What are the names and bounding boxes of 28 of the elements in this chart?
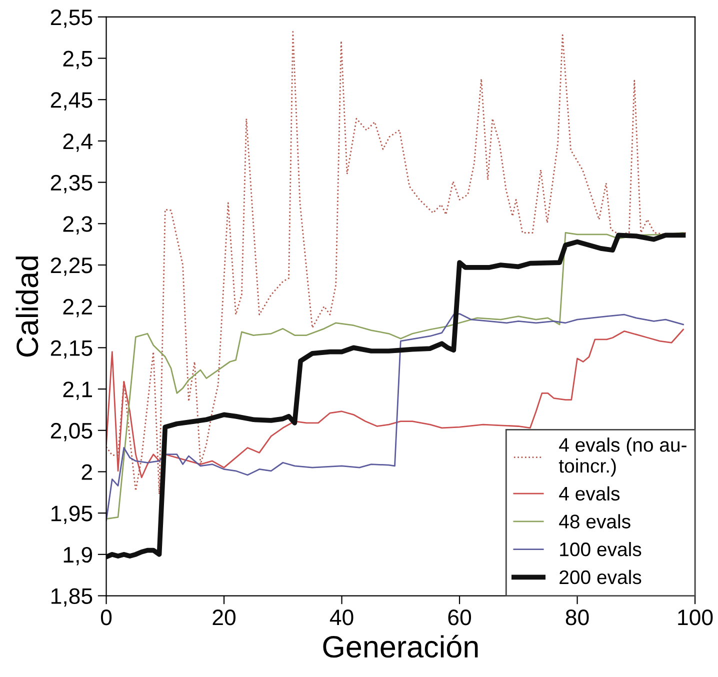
y-tick-label: 2,05 [50, 422, 92, 442]
y-tick-label: 2,55 [50, 9, 92, 28]
x-tick-label: 80 [566, 610, 589, 626]
y-tick-label: 2,35 [50, 174, 92, 194]
y-axis-title: Calidad [16, 256, 38, 357]
x-tick-label: 20 [212, 610, 236, 626]
x-tick-label: 100 [678, 610, 713, 626]
legend-label: 100 evals [560, 542, 642, 556]
legend-label: 48 evals [559, 514, 630, 528]
y-tick-label: 2 [82, 464, 92, 480]
legend-label: 4 evals (no au- toincr.) [558, 438, 686, 477]
y-tick-label: 2,4 [63, 133, 92, 152]
y-tick-label: 2,2 [63, 298, 92, 318]
y-tick-label: 2,45 [50, 92, 92, 111]
x-tick-label: 0 [100, 610, 112, 626]
y-tick-label: 1,9 [64, 546, 92, 566]
x-tick-label: 60 [448, 610, 472, 626]
y-tick-label: 2,5 [63, 50, 92, 70]
y-tick-label: 2,15 [50, 340, 92, 359]
x-tick-label: 40 [330, 610, 354, 626]
x-axis-title: Generación [323, 634, 478, 658]
legend-label: 4 evals [559, 486, 620, 501]
legend-label: 200 evals [560, 570, 642, 584]
y-tick-label: 2,1 [63, 382, 92, 400]
y-tick-label: 2,3 [63, 216, 92, 235]
y-tick-label: 1,95 [52, 506, 92, 524]
y-tick-label: 2,25 [50, 258, 92, 276]
y-tick-label: 1,85 [52, 588, 92, 607]
